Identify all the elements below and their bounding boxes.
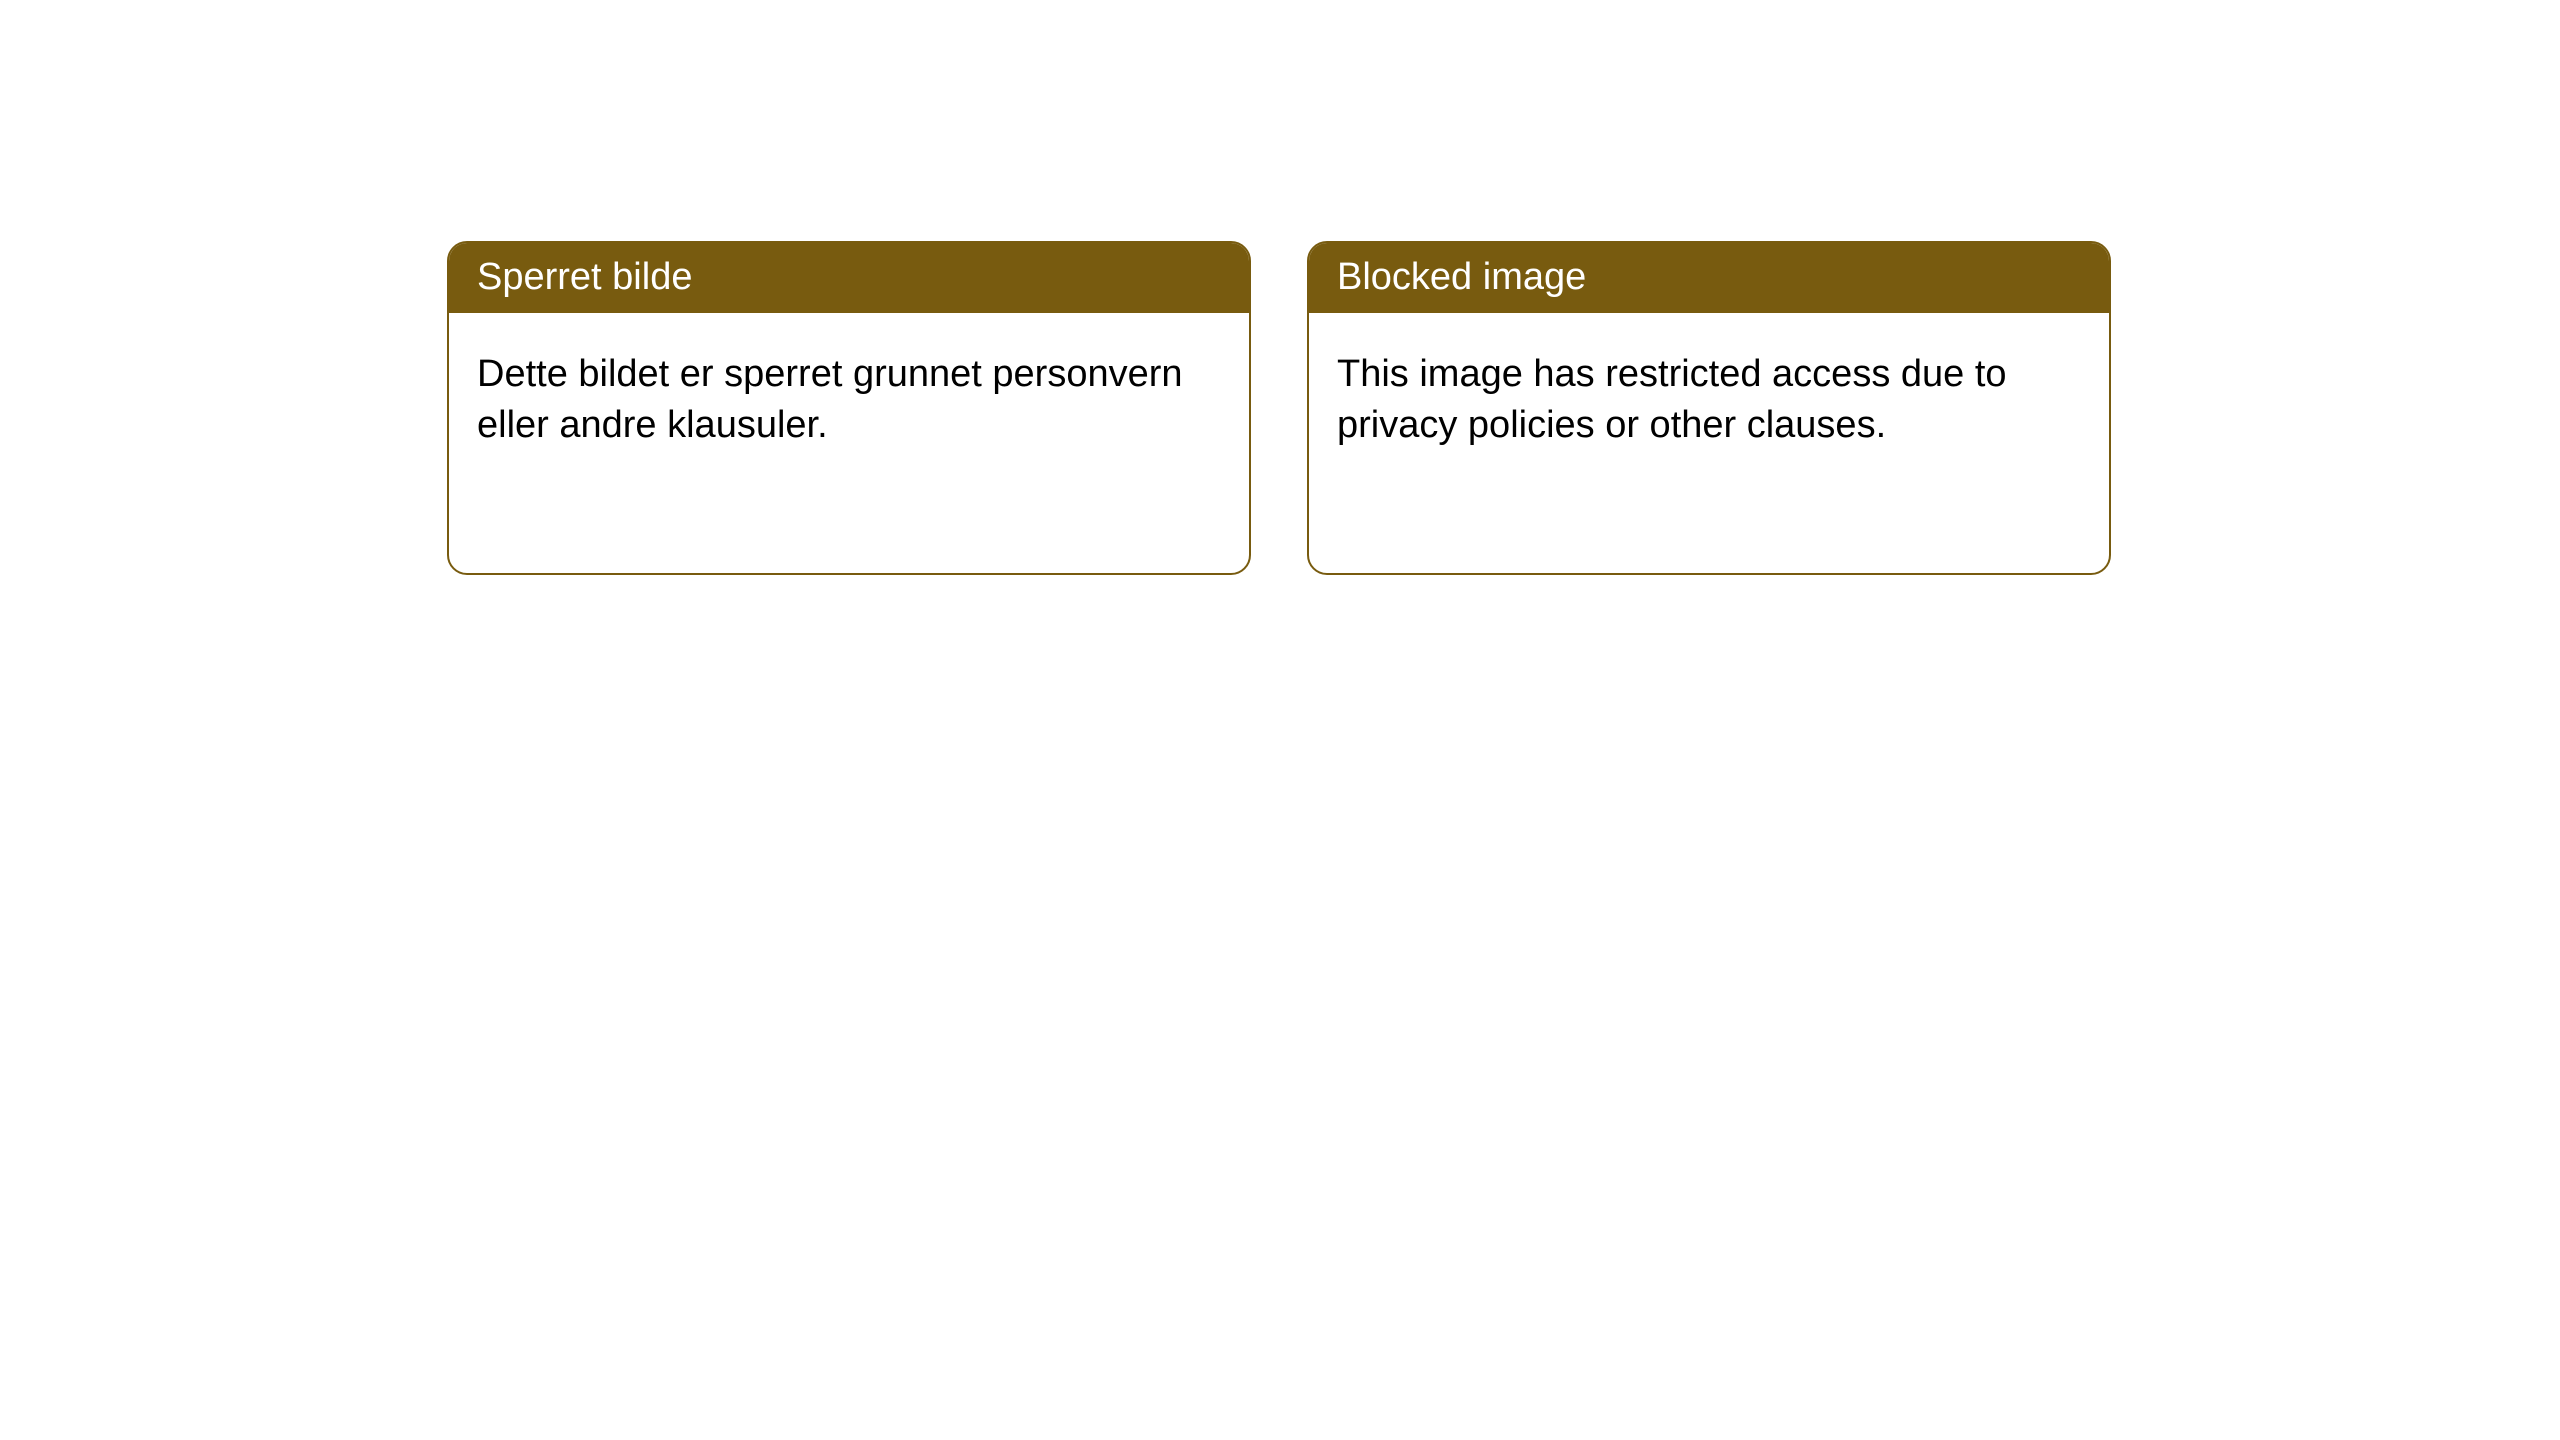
notice-header-norwegian: Sperret bilde	[449, 243, 1249, 313]
notice-card-english: Blocked image This image has restricted …	[1307, 241, 2111, 575]
notice-body-norwegian: Dette bildet er sperret grunnet personve…	[449, 313, 1249, 488]
notice-body-english: This image has restricted access due to …	[1309, 313, 2109, 488]
notice-card-norwegian: Sperret bilde Dette bildet er sperret gr…	[447, 241, 1251, 575]
notice-header-english: Blocked image	[1309, 243, 2109, 313]
notice-container: Sperret bilde Dette bildet er sperret gr…	[0, 0, 2560, 575]
